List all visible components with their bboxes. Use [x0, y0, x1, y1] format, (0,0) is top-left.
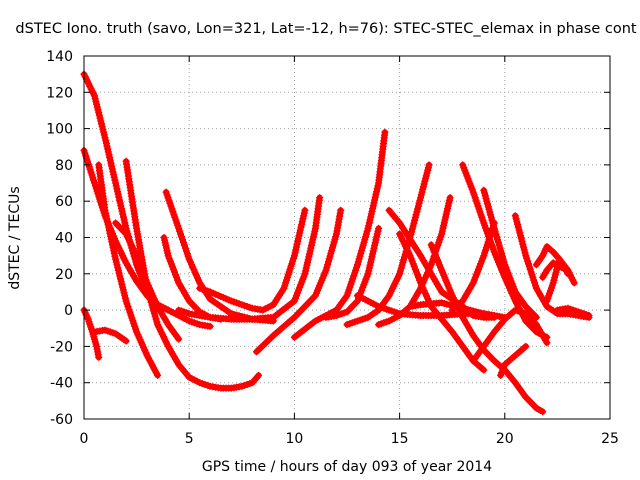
data-point-marker — [564, 266, 572, 274]
data-point-marker — [337, 206, 345, 214]
data-point-marker — [532, 313, 540, 321]
data-point-marker — [206, 322, 214, 330]
series-24 — [459, 161, 551, 341]
data-point-marker — [255, 371, 263, 379]
series-20 — [396, 230, 488, 374]
x-tick-label: 15 — [391, 431, 409, 447]
x-tick-label: 25 — [601, 431, 619, 447]
series-25 — [469, 306, 551, 365]
data-point-marker — [95, 353, 103, 361]
series-16 — [343, 161, 433, 329]
data-point-marker — [585, 312, 593, 319]
series-31 — [543, 255, 572, 305]
data-point-marker — [543, 339, 551, 347]
series-9 — [162, 188, 277, 325]
y-tick-label: 80 — [55, 158, 73, 174]
series-28 — [511, 212, 593, 321]
data-point-marker — [122, 337, 130, 345]
y-axis-label: dSTEC / TECUs — [7, 186, 23, 289]
series-27 — [497, 342, 530, 379]
y-tick-label: 120 — [46, 85, 73, 101]
x-tick-label: 5 — [185, 431, 194, 447]
data-point-marker — [480, 366, 488, 374]
data-point-marker — [375, 224, 383, 232]
x-tick-label: 20 — [496, 431, 514, 447]
y-tick-label: -60 — [50, 412, 73, 428]
series-line — [163, 189, 277, 324]
series-23 — [448, 219, 498, 314]
data-point-marker — [175, 335, 183, 343]
data-point-marker — [570, 279, 578, 287]
x-axis-label: GPS time / hours of day 093 of year 2014 — [202, 459, 492, 475]
y-tick-label: 0 — [64, 303, 73, 319]
data-point-marker — [425, 161, 433, 169]
y-tick-label: 20 — [55, 267, 73, 283]
y-tick-label: -20 — [50, 339, 73, 355]
series-26 — [480, 186, 540, 321]
series-5 — [95, 161, 162, 379]
grid — [84, 56, 610, 419]
data-point-marker — [539, 408, 547, 416]
series-11 — [196, 206, 309, 314]
y-tick-label: 60 — [55, 194, 73, 210]
series-13 — [253, 206, 345, 356]
x-tick-label: 0 — [80, 431, 89, 447]
series-12 — [227, 194, 324, 323]
x-tick-label: 10 — [285, 431, 303, 447]
data-point-marker — [154, 371, 162, 379]
data-point-marker — [301, 206, 309, 214]
y-tick-label: 40 — [55, 231, 73, 247]
series-group — [80, 70, 593, 416]
series-32 — [553, 304, 593, 319]
y-tick-label: 140 — [46, 49, 73, 65]
y-tick-label: 100 — [46, 122, 73, 138]
series-4 — [91, 326, 130, 345]
series-1 — [80, 70, 172, 314]
y-tick-label: -40 — [50, 376, 73, 392]
axis-ticks: -60 -40 -20 0 20 40 60 80 100 120 140 0 5 10 15 20 25 — [46, 49, 619, 447]
chart-title: dSTEC Iono. truth (savo, Lon=321, Lat=-1… — [15, 21, 636, 37]
data-point-marker — [522, 342, 530, 350]
data-point-marker — [446, 194, 454, 202]
series-7 — [122, 157, 263, 392]
data-point-marker — [381, 128, 389, 136]
data-point-marker — [316, 194, 324, 202]
